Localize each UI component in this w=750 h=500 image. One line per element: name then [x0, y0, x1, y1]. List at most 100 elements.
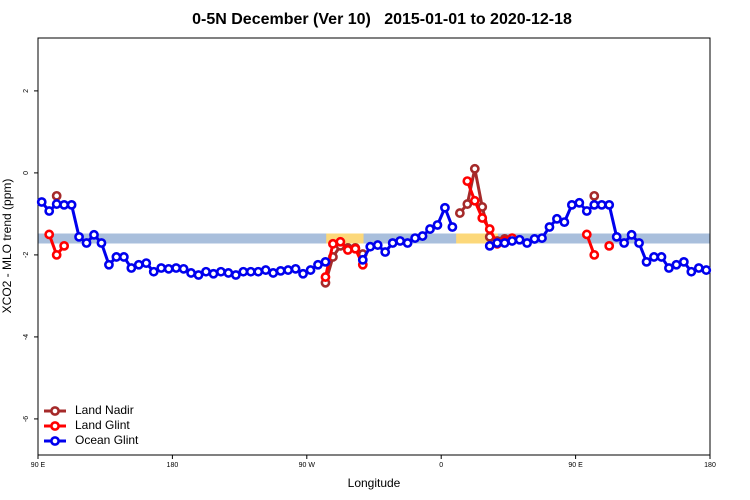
band-highlight — [326, 233, 364, 244]
point — [350, 243, 361, 254]
point — [462, 199, 473, 209]
point — [611, 231, 622, 242]
point — [664, 263, 674, 273]
point — [141, 258, 152, 269]
point — [604, 199, 615, 210]
point — [566, 199, 577, 210]
point — [425, 224, 435, 234]
point — [581, 229, 592, 240]
point — [89, 229, 99, 240]
point — [589, 199, 600, 210]
point — [589, 190, 600, 201]
legend-marker — [50, 436, 60, 446]
point — [507, 236, 518, 246]
point — [59, 240, 70, 251]
chart-title: 0-5N December (Ver 10) 2015-01-01 to 202… — [192, 11, 572, 28]
point — [537, 233, 547, 243]
point — [51, 250, 62, 260]
point — [469, 163, 480, 174]
point — [678, 256, 689, 267]
point — [111, 252, 122, 262]
point — [402, 238, 413, 248]
point — [44, 206, 55, 216]
point — [268, 268, 279, 278]
point — [59, 199, 70, 210]
point — [342, 245, 353, 255]
x-tick-label: 0 — [439, 462, 443, 469]
plot-frame — [37, 37, 711, 456]
point — [260, 265, 271, 275]
point — [544, 222, 555, 232]
y-tick-label: 2 — [23, 89, 30, 93]
point — [462, 176, 473, 187]
point — [51, 190, 62, 201]
point — [133, 259, 144, 270]
y-tick-label: -2 — [23, 252, 30, 258]
point — [66, 199, 77, 210]
point — [671, 259, 682, 270]
y-tick-label: -6 — [23, 416, 30, 422]
point — [484, 240, 495, 251]
point — [365, 241, 376, 252]
y-tick-label: 0 — [23, 171, 30, 175]
point — [410, 233, 420, 243]
y-tick-label: -4 — [23, 334, 30, 340]
point — [417, 231, 428, 241]
point — [656, 252, 667, 262]
point — [320, 272, 331, 282]
point — [454, 208, 465, 218]
point — [156, 263, 167, 273]
point — [36, 197, 47, 207]
point — [581, 206, 592, 216]
point — [619, 238, 630, 248]
point — [313, 259, 323, 270]
x-axis-label: Longitude — [348, 476, 401, 490]
point — [193, 270, 204, 280]
point — [492, 238, 503, 248]
point — [126, 263, 137, 273]
legend-label: Ocean Glint — [75, 433, 139, 447]
point — [634, 238, 644, 248]
x-tick-label: 90 E — [568, 462, 583, 469]
point — [201, 266, 211, 277]
point — [529, 234, 540, 244]
point — [686, 266, 697, 277]
point — [469, 195, 480, 206]
point — [118, 252, 129, 262]
point — [178, 263, 189, 274]
legend-marker — [50, 421, 60, 431]
point — [216, 266, 226, 277]
point — [223, 268, 234, 278]
point — [514, 234, 525, 245]
point — [447, 222, 458, 232]
point — [335, 236, 346, 247]
point — [596, 199, 607, 210]
point — [245, 266, 256, 277]
point — [357, 254, 368, 265]
point — [320, 256, 331, 267]
point — [104, 259, 114, 270]
x-tick-label: 180 — [704, 462, 716, 469]
point — [432, 220, 443, 230]
point — [522, 238, 532, 248]
point — [372, 240, 383, 250]
point — [380, 247, 391, 257]
point — [96, 238, 107, 248]
legend-marker — [50, 406, 60, 416]
point — [163, 263, 174, 274]
point — [395, 236, 406, 246]
point — [589, 250, 600, 260]
x-tick-label: 180 — [167, 462, 179, 469]
point — [477, 213, 488, 223]
point — [440, 202, 450, 213]
point — [186, 268, 196, 278]
point — [51, 199, 62, 209]
point — [74, 231, 84, 242]
point — [238, 266, 249, 277]
point — [649, 252, 659, 262]
point — [298, 268, 308, 279]
point — [44, 229, 55, 240]
point — [208, 268, 219, 279]
point — [283, 265, 294, 275]
